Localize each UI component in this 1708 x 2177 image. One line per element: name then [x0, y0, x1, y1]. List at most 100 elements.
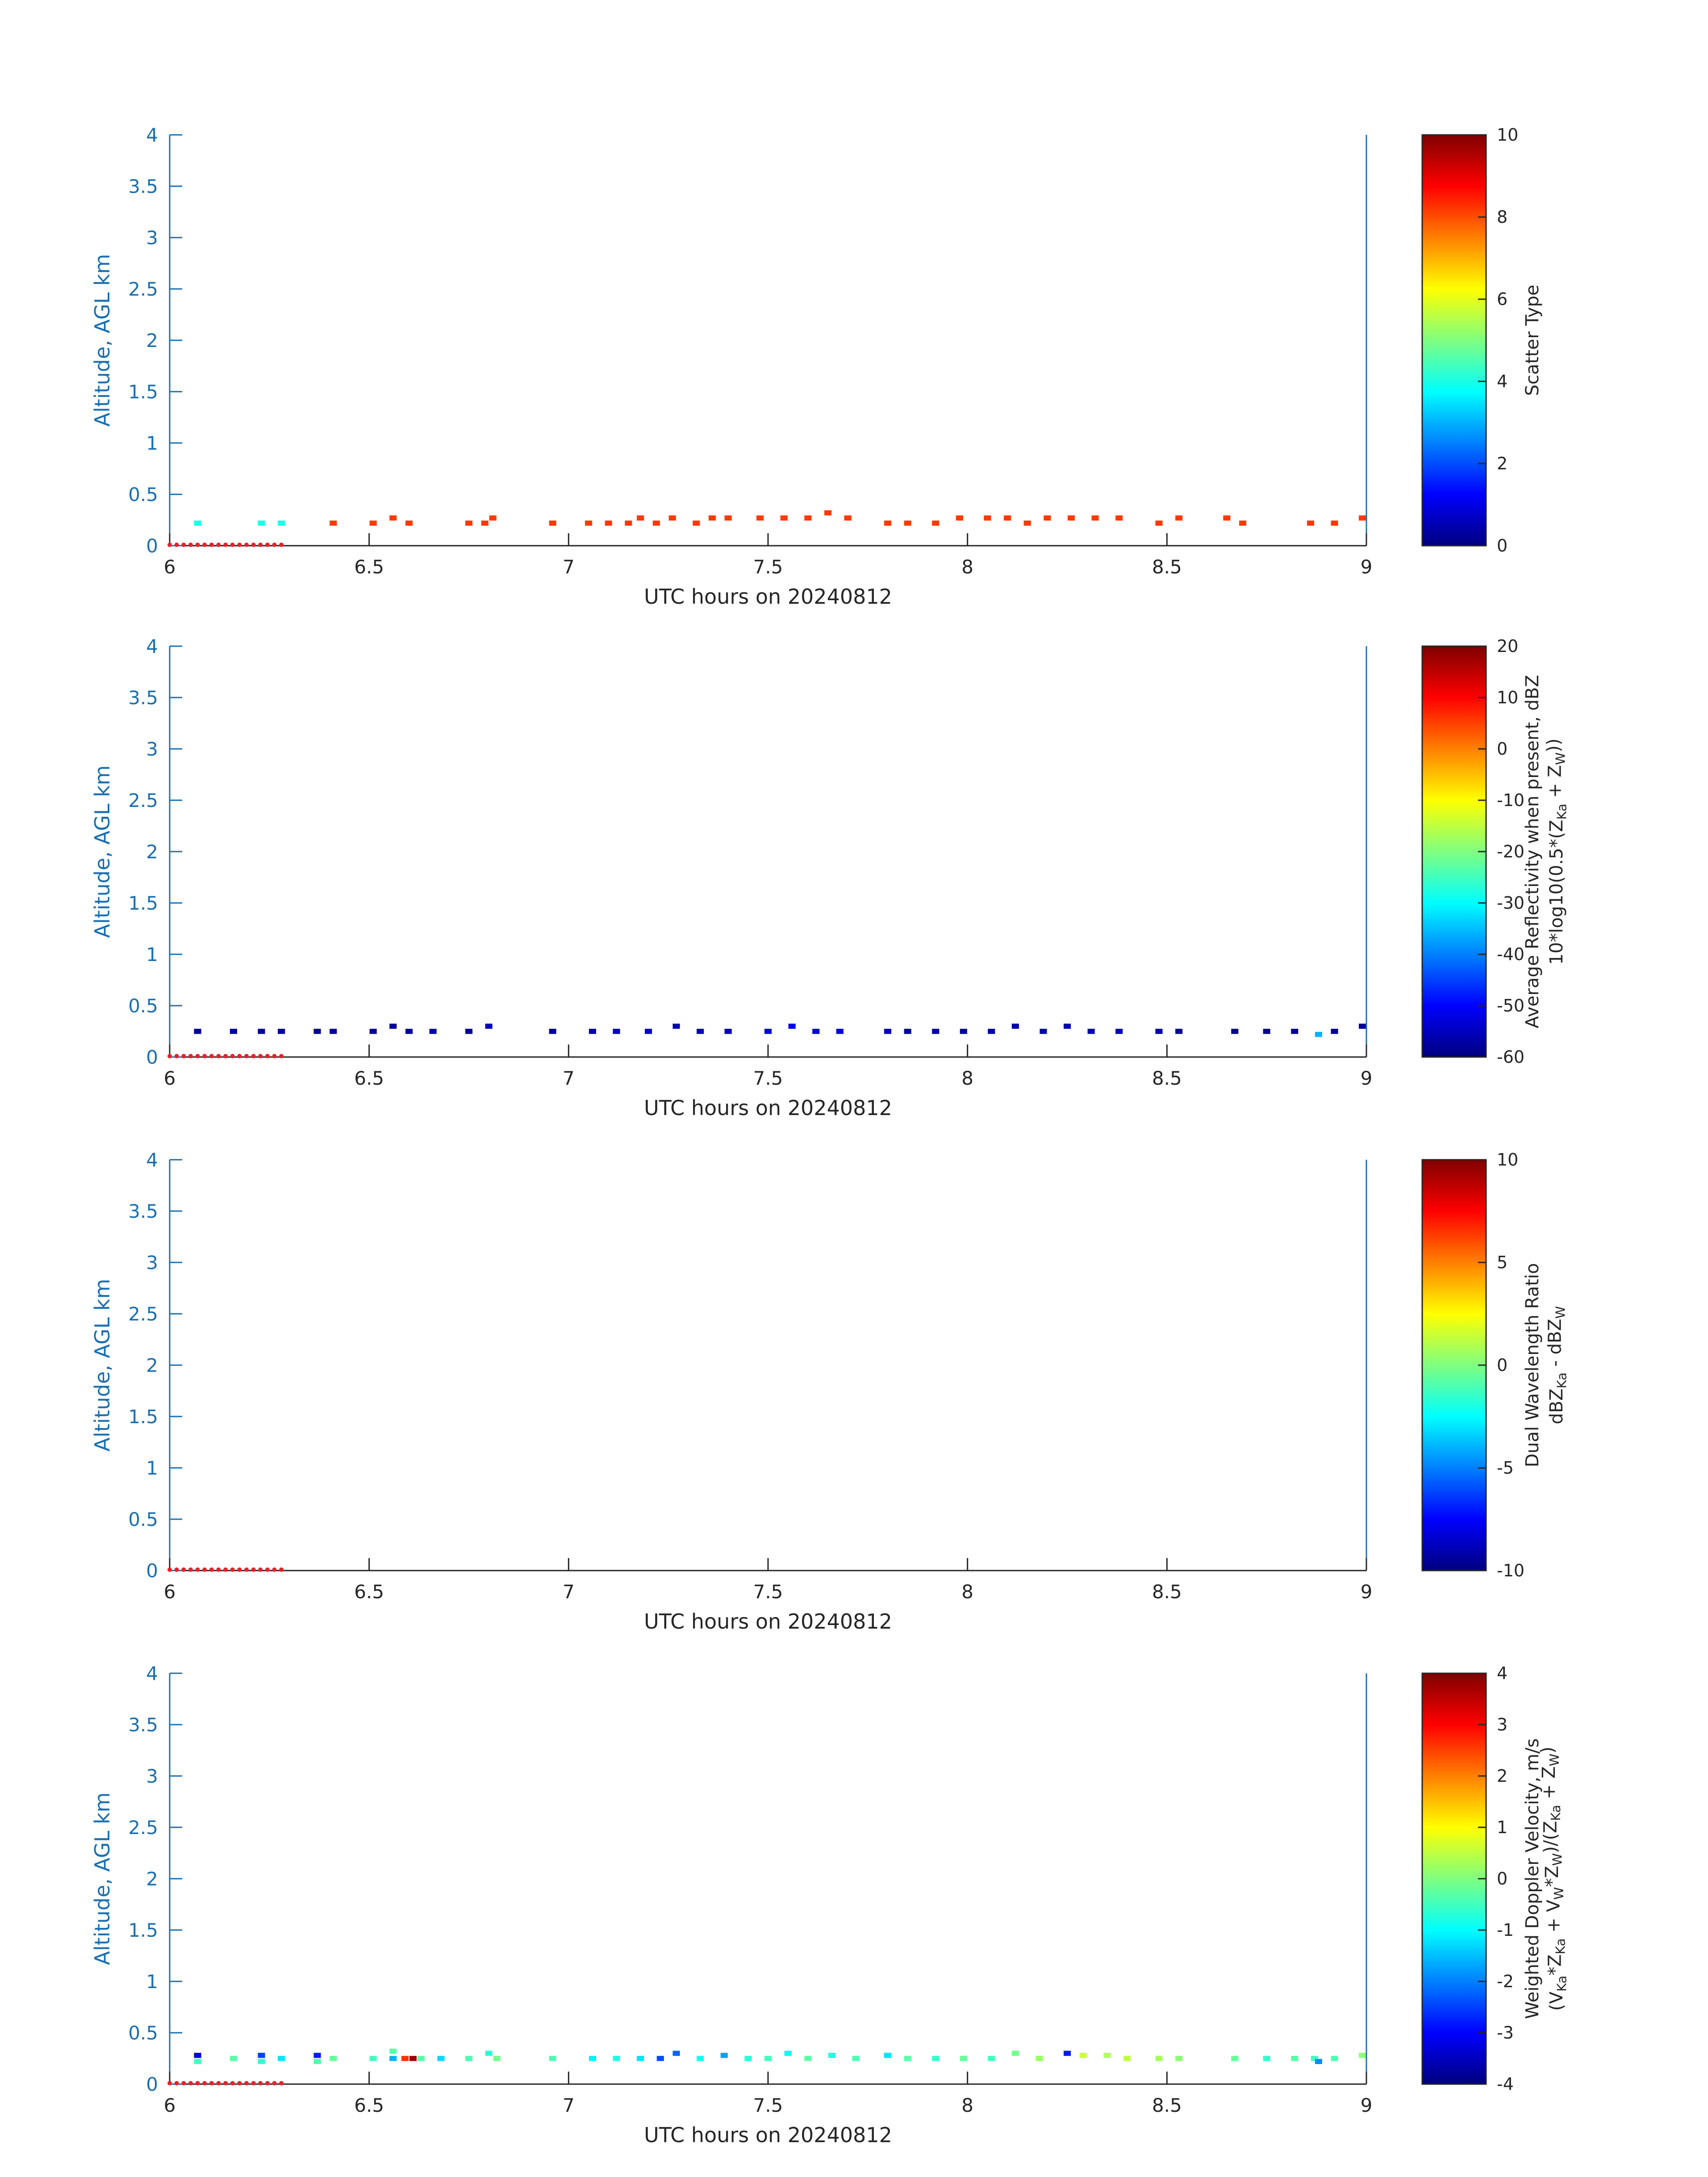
- heatmap-cell: [1311, 2056, 1318, 2061]
- y-tick-label: 3: [146, 227, 158, 249]
- ground-marker: [174, 1567, 179, 1572]
- colorbar: 0 2 4 6 8 10 Scatter Type: [1421, 125, 1543, 556]
- ground-markers: [167, 1054, 284, 1058]
- ground-marker: [174, 1054, 179, 1058]
- heatmap-cell: [278, 2056, 285, 2061]
- ground-marker: [195, 1054, 200, 1058]
- colorbar-tick-label: -5: [1497, 1458, 1514, 1478]
- heatmap-cell: [489, 515, 497, 521]
- x-axis-label: UTC hours on 20240812: [644, 1096, 892, 1120]
- x-tick-label: 8: [961, 1067, 973, 1089]
- y-tick-label: 1.5: [128, 1919, 158, 1941]
- heatmap-cell: [804, 515, 812, 521]
- heatmap-cell: [1175, 2056, 1183, 2061]
- ground-marker: [216, 543, 221, 547]
- x-tick-label: 7.5: [753, 2094, 783, 2116]
- heatmap-cell: [1315, 2059, 1322, 2064]
- heatmap-cell: [637, 2056, 644, 2061]
- heatmap-cell: [330, 1028, 337, 1034]
- heatmap-cell: [672, 1024, 680, 1029]
- ground-marker: [258, 1054, 263, 1058]
- ground-marker: [216, 2081, 221, 2085]
- y-tick-label: 1: [146, 1457, 158, 1479]
- heatmap-cell: [194, 1028, 201, 1034]
- ground-marker: [279, 1567, 284, 1572]
- colorbar-tick-label: -20: [1497, 842, 1524, 861]
- colorbar-label: 10*log10(0.5*(ZKa + ZW)): [1543, 738, 1569, 965]
- heatmap-cell: [278, 520, 285, 526]
- heatmap-cell: [1263, 2056, 1270, 2061]
- x-tick-label: 8: [961, 2094, 973, 2116]
- colorbar-tick-label: 2: [1497, 454, 1508, 473]
- heatmap-cell: [369, 2056, 377, 2061]
- ground-marker: [237, 543, 242, 547]
- colorbar-tick-label: 1: [1497, 1818, 1508, 1837]
- heatmap-cell: [1331, 520, 1338, 526]
- ground-marker: [230, 1054, 235, 1058]
- y-tick-label: 1: [146, 944, 158, 965]
- heatmap-cell: [812, 1028, 820, 1034]
- y-tick-label: 4: [146, 124, 158, 146]
- ground-marker: [230, 2081, 235, 2085]
- heatmap-cell: [780, 515, 788, 521]
- heatmap-cell: [668, 515, 676, 521]
- y-tick-label: 0: [146, 1046, 158, 1068]
- ground-marker: [209, 543, 214, 547]
- heatmap-cell: [645, 1028, 652, 1034]
- heatmap-cell: [724, 1028, 732, 1034]
- colorbar-tick-label: 10: [1497, 1150, 1518, 1170]
- heatmap-cell: [1359, 515, 1366, 521]
- ground-marker: [209, 1054, 214, 1058]
- heatmap-cell: [485, 1024, 493, 1029]
- ground-marker: [279, 1054, 284, 1058]
- heatmap-cell: [788, 1024, 796, 1029]
- y-tick-label: 1.5: [128, 381, 158, 403]
- heatmap-cell: [1175, 1028, 1183, 1034]
- heatmap-cell: [549, 2056, 556, 2061]
- y-tick-label: 3.5: [128, 1200, 158, 1222]
- heatmap-cell: [1064, 2051, 1071, 2056]
- heatmap-cell: [194, 2059, 201, 2064]
- heatmap-cell: [1239, 520, 1247, 526]
- ground-marker: [251, 543, 256, 547]
- ground-marker: [251, 2081, 256, 2085]
- ground-marker: [202, 1054, 207, 1058]
- ground-markers: [167, 543, 284, 547]
- y-axis-label: Altitude, AGL km: [90, 765, 114, 938]
- x-tick-label: 6: [164, 556, 176, 578]
- heatmap-cell: [932, 1028, 940, 1034]
- heatmap-cell: [1359, 1024, 1366, 1029]
- heatmap-cell: [884, 2052, 892, 2058]
- heatmap-cell: [1331, 2056, 1338, 2061]
- heatmap-cell: [258, 2059, 265, 2064]
- heatmap-cell: [313, 2059, 321, 2064]
- heatmap-cell: [589, 1028, 596, 1034]
- y-tick-label: 0.5: [128, 1508, 158, 1530]
- ground-marker: [258, 543, 263, 547]
- x-tick-label: 7.5: [753, 556, 783, 578]
- x-tick-label: 8.5: [1152, 1067, 1182, 1089]
- heatmap-cell: [1155, 1028, 1163, 1034]
- heatmap-cell: [613, 2056, 620, 2061]
- colorbar-tick-label: -60: [1497, 1047, 1524, 1067]
- heatmap-cell: [429, 1028, 437, 1034]
- heatmap-cell: [389, 2048, 397, 2054]
- ground-marker: [181, 1054, 186, 1058]
- ground-marker: [202, 543, 207, 547]
- x-tick-label: 8.5: [1152, 1581, 1182, 1603]
- y-axis-label: Altitude, AGL km: [90, 1792, 114, 1965]
- heatmap-cell: [1115, 515, 1123, 521]
- heatmap-cell: [258, 2052, 265, 2058]
- x-tick-label: 9: [1361, 1581, 1373, 1603]
- y-tick-label: 0.5: [128, 2022, 158, 2044]
- panel-2: 0 0.5 1 1.5 2 2.5 3 3.5 4 6 6.5 7 7.5 8 8.5 9 UTC hours …: [90, 635, 1570, 1120]
- heatmap-cell: [465, 520, 473, 526]
- heatmap-cell: [824, 510, 832, 516]
- heatmap-cell: [764, 1028, 772, 1034]
- ground-marker: [251, 1054, 256, 1058]
- heatmap-cells: [194, 1024, 1366, 1037]
- colorbar-label: Average Reflectivity when present, dBZ: [1522, 675, 1543, 1028]
- colorbar-tick-label: -50: [1497, 996, 1524, 1015]
- colorbar-tick-label: 10: [1497, 125, 1518, 145]
- heatmap-cell: [313, 1028, 321, 1034]
